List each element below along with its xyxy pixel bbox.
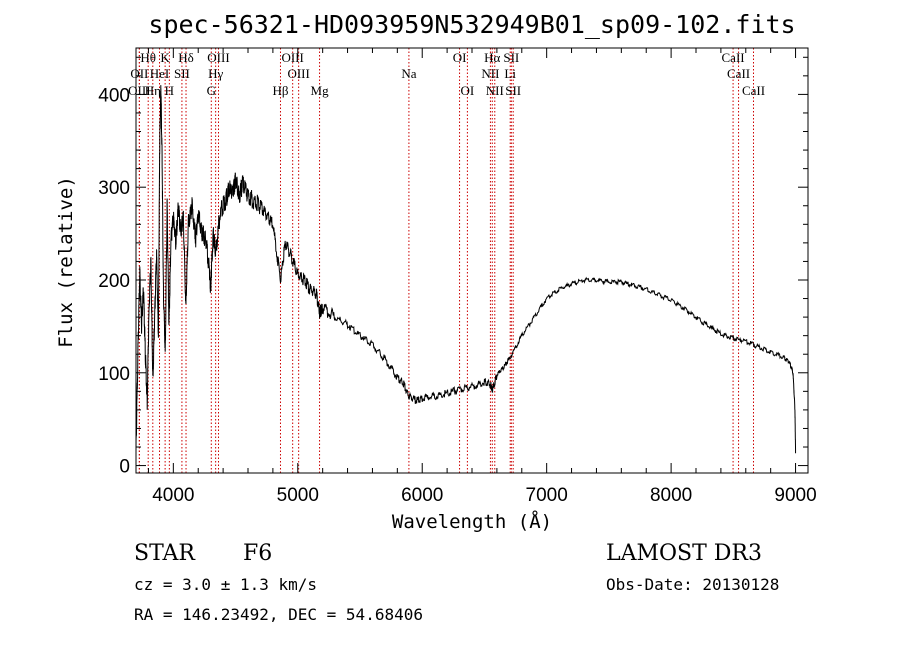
line-label: Hα bbox=[484, 50, 500, 65]
y-tick-label: 100 bbox=[98, 364, 130, 385]
y-tick-label: 300 bbox=[98, 178, 130, 199]
line-label: OIII bbox=[287, 66, 309, 81]
x-tick-label: 8000 bbox=[650, 485, 692, 506]
line-label: G bbox=[207, 83, 216, 98]
spectrum-series-line bbox=[135, 85, 797, 454]
y-tick-label: 200 bbox=[98, 271, 130, 292]
y-axis: 0 100 200 300 400 bbox=[98, 56, 808, 478]
y-tick-label: 400 bbox=[98, 85, 130, 106]
line-label: Hδ bbox=[178, 50, 194, 65]
x-axis: 4000 5000 6000 7000 8000 9000 bbox=[147, 48, 817, 506]
line-label: Hγ bbox=[208, 66, 223, 81]
line-label: NII bbox=[481, 66, 499, 81]
redshift-cz: cz = 3.0 ± 1.3 km/s bbox=[134, 575, 317, 594]
plot-frame bbox=[135, 47, 809, 474]
y-tick-label: 0 bbox=[119, 457, 130, 478]
survey-name: LAMOST DR3 bbox=[606, 541, 762, 566]
line-label: CaII bbox=[727, 66, 750, 81]
line-label: CaII bbox=[742, 83, 765, 98]
line-label: OII bbox=[130, 66, 148, 81]
coordinates: RA = 146.23492, DEC = 54.68406 bbox=[134, 605, 423, 624]
observation-date: Obs-Date: 20130128 bbox=[606, 575, 779, 594]
x-tick-label: 9000 bbox=[774, 485, 816, 506]
line-label: OIII bbox=[281, 50, 303, 65]
x-tick-label: 6000 bbox=[401, 485, 443, 506]
line-label: Hθ bbox=[140, 50, 156, 65]
x-tick-label: 4000 bbox=[152, 485, 194, 506]
object-subclass: F6 bbox=[243, 541, 272, 566]
x-tick-label: 7000 bbox=[526, 485, 568, 506]
line-label: Li bbox=[504, 66, 516, 81]
line-label: SII bbox=[505, 83, 521, 98]
line-label: Hη bbox=[145, 83, 161, 98]
chart-title: spec-56321-HD093959N532949B01_sp09-102.f… bbox=[148, 10, 795, 39]
line-label: NII bbox=[486, 83, 504, 98]
line-label: SII bbox=[503, 50, 519, 65]
line-label: CaII bbox=[722, 50, 745, 65]
line-label: OIII bbox=[207, 50, 229, 65]
line-label: Hβ bbox=[272, 83, 288, 98]
line-label: K bbox=[160, 50, 170, 65]
x-axis-label: Wavelength (Å) bbox=[392, 510, 552, 533]
line-label: Na bbox=[401, 66, 416, 81]
object-class: STAR bbox=[134, 541, 196, 566]
line-label: OI bbox=[461, 83, 475, 98]
line-label: HeI bbox=[150, 66, 170, 81]
x-tick-label: 5000 bbox=[277, 485, 319, 506]
y-axis-label: Flux (relative) bbox=[55, 176, 77, 348]
spectral-line-markers bbox=[138, 48, 754, 473]
line-label: Mg bbox=[311, 83, 330, 98]
line-label: SII bbox=[174, 66, 190, 81]
line-label: H bbox=[165, 83, 174, 98]
line-label: OI bbox=[453, 50, 467, 65]
